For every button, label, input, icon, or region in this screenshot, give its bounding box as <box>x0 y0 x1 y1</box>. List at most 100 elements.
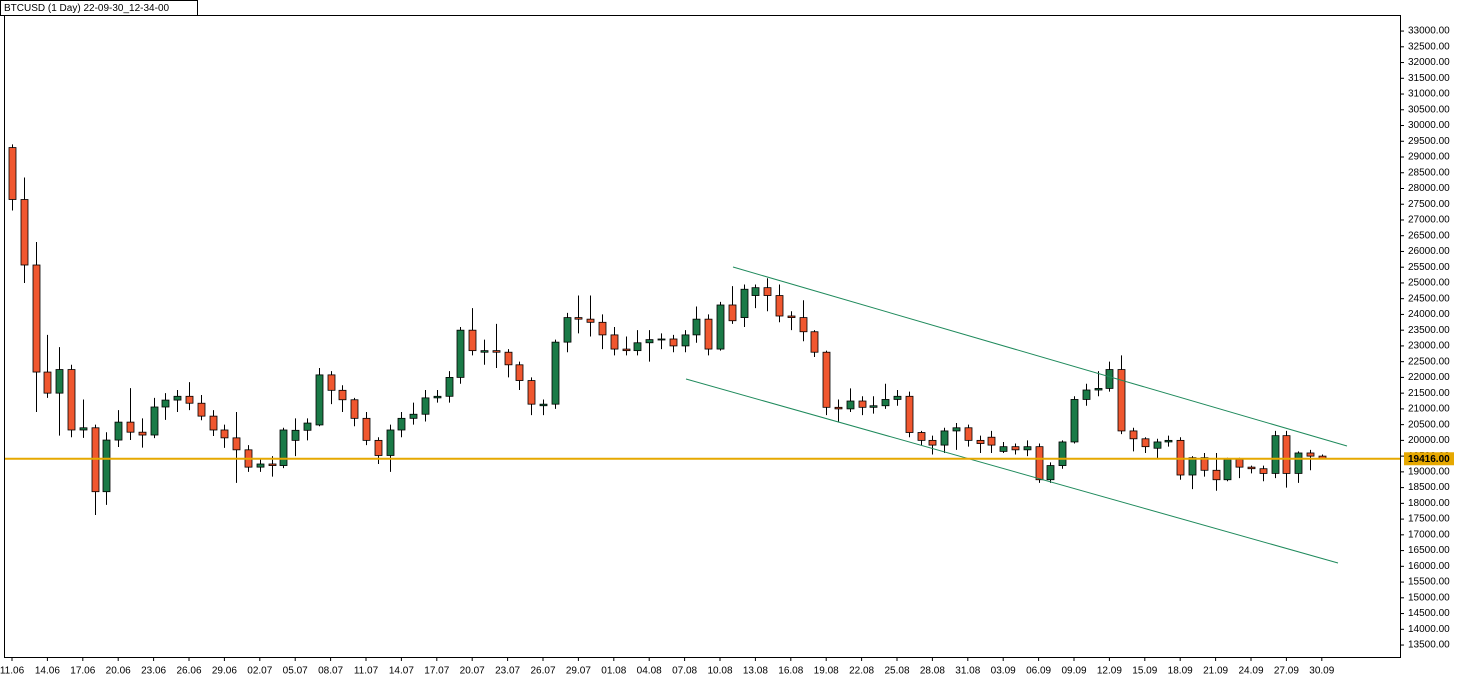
x-tick-label: 23.07 <box>495 666 520 677</box>
candle-body <box>940 430 949 446</box>
candle-body <box>917 432 926 441</box>
x-tick-label: 28.08 <box>920 666 945 677</box>
candle-body <box>480 350 489 353</box>
candle-body <box>1141 438 1150 448</box>
y-tick-label: 21500.00 <box>1408 388 1450 399</box>
candle-body <box>55 369 64 394</box>
candle-body <box>1011 446 1020 451</box>
x-tick-label: 17.06 <box>70 666 95 677</box>
x-tick-label: 08.07 <box>318 666 343 677</box>
y-tick-label: 13500.00 <box>1408 640 1450 651</box>
y-tick-label: 33000.00 <box>1408 26 1450 37</box>
x-tick-label: 11.07 <box>354 666 379 677</box>
candle-body <box>622 348 631 352</box>
candle-body <box>834 406 843 410</box>
y-tick-label: 20000.00 <box>1408 435 1450 446</box>
plot-area <box>4 15 1401 658</box>
y-tick-label: 25000.00 <box>1408 278 1450 289</box>
y-tick-label: 28000.00 <box>1408 183 1450 194</box>
candle-body <box>681 334 690 347</box>
candle-body <box>185 395 194 404</box>
candle-body <box>539 403 548 407</box>
x-tick-label: 26.06 <box>176 666 201 677</box>
candle-body <box>492 350 501 353</box>
candle-body <box>527 380 536 405</box>
candle-body <box>102 439 111 493</box>
candle-body <box>327 374 336 391</box>
y-tick-label: 29500.00 <box>1408 136 1450 147</box>
x-tick-label: 16.08 <box>778 666 803 677</box>
x-tick-label: 14.06 <box>35 666 60 677</box>
candle-body <box>657 338 666 341</box>
candle-body <box>1223 458 1232 481</box>
candle-body <box>610 334 619 350</box>
x-tick-label: 04.08 <box>637 666 662 677</box>
candle-body <box>138 431 147 436</box>
y-tick-label: 27000.00 <box>1408 215 1450 226</box>
candle-body <box>928 439 937 446</box>
x-tick-label: 09.09 <box>1061 666 1086 677</box>
candle-body <box>1271 435 1280 474</box>
candle-body <box>905 395 914 433</box>
x-tick-label: 11.06 <box>0 666 25 677</box>
candle-body <box>279 429 288 466</box>
x-tick-label: 20.06 <box>106 666 131 677</box>
x-tick-label: 13.08 <box>743 666 768 677</box>
candle-body <box>704 318 713 350</box>
x-tick-label: 12.09 <box>1097 666 1122 677</box>
candle-body <box>1282 435 1291 474</box>
y-tick-label: 17000.00 <box>1408 529 1450 540</box>
y-tick-label: 14000.00 <box>1408 624 1450 635</box>
candle-body <box>1235 458 1244 468</box>
candle-body <box>173 395 182 401</box>
x-tick-label: 02.07 <box>247 666 272 677</box>
candle-body <box>976 439 985 444</box>
candle-body <box>150 406 159 436</box>
candle-body <box>645 339 654 344</box>
candle-body <box>893 395 902 400</box>
candle-body <box>1082 389 1091 400</box>
candle-body <box>197 402 206 417</box>
candle-body <box>8 147 17 200</box>
candle-body <box>1117 369 1126 432</box>
candle-body <box>374 439 383 456</box>
x-tick-label: 15.09 <box>1132 666 1157 677</box>
candle-body <box>256 463 265 468</box>
x-tick-label: 20.07 <box>460 666 485 677</box>
candle-body <box>775 295 784 317</box>
candle-body <box>1247 466 1256 470</box>
y-tick-label: 27500.00 <box>1408 199 1450 210</box>
y-tick-label: 23000.00 <box>1408 341 1450 352</box>
y-tick-label: 16500.00 <box>1408 545 1450 556</box>
y-tick-label: 26000.00 <box>1408 246 1450 257</box>
title-box <box>0 0 198 16</box>
candle-body <box>1153 441 1162 449</box>
chart-title: BTCUSD (1 Day) 22-09-30_12-34-00 <box>4 3 170 14</box>
candle-body <box>810 331 819 353</box>
x-tick-label: 03.09 <box>991 666 1016 677</box>
y-tick-label: 22500.00 <box>1408 356 1450 367</box>
candle-body <box>716 304 725 350</box>
candle-body <box>858 400 867 408</box>
x-tick-label: 23.06 <box>141 666 166 677</box>
x-tick-label: 30.09 <box>1309 666 1334 677</box>
candle-body <box>740 288 749 318</box>
candle-body <box>232 437 241 451</box>
candle-body <box>987 436 996 446</box>
y-tick-label: 31500.00 <box>1408 73 1450 84</box>
y-tick-label: 28500.00 <box>1408 167 1450 178</box>
candle-body <box>1046 465 1055 481</box>
candle-body <box>220 429 229 439</box>
candle-body <box>669 338 678 347</box>
candle-body <box>386 429 395 456</box>
y-tick-label: 20500.00 <box>1408 419 1450 430</box>
y-tick-label: 32500.00 <box>1408 41 1450 52</box>
candle-body <box>999 446 1008 452</box>
candle-body <box>1306 452 1315 457</box>
candle-body <box>409 413 418 419</box>
x-tick-label: 21.09 <box>1203 666 1228 677</box>
x-tick-label: 06.09 <box>1026 666 1051 677</box>
y-tick-label: 18500.00 <box>1408 482 1450 493</box>
candle-body <box>209 415 218 431</box>
x-tick-label: 07.08 <box>672 666 697 677</box>
